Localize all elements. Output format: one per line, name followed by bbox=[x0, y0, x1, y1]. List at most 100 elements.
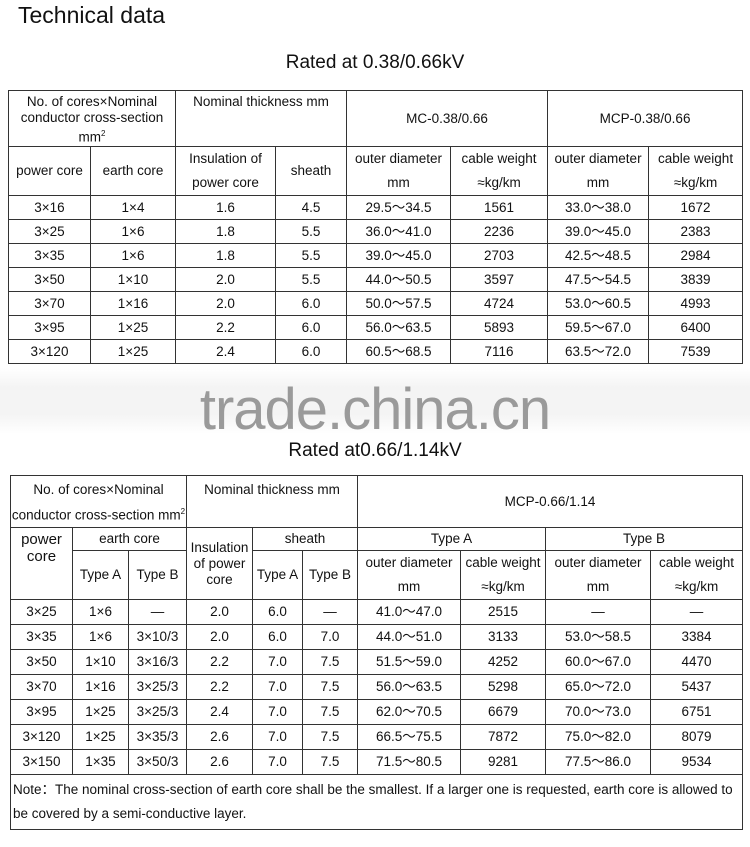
table-cell: 2.0 bbox=[186, 624, 253, 650]
table-cell: 3×50 bbox=[8, 266, 91, 292]
table-cell: 2703 bbox=[450, 242, 549, 268]
table-cell: 60.5～68.5 bbox=[346, 338, 452, 364]
subheader-cell: Type B bbox=[128, 550, 187, 600]
table-cell: — bbox=[301, 599, 359, 625]
header-sheath: sheath bbox=[251, 527, 359, 551]
table-cell: 3×150 bbox=[10, 749, 73, 775]
table-cell: 4470 bbox=[650, 649, 744, 675]
table-row: 3×35 1×6 3×10/3 2.0 6.0 7.0 44.0～51.0 3133 53.0～… bbox=[10, 624, 744, 650]
table-cell: 44.0～50.5 bbox=[346, 266, 452, 292]
table-cell: 56.0～63.5 bbox=[357, 674, 462, 700]
table-cell: 39.0～45.0 bbox=[346, 242, 452, 268]
table-cell: 1.8 bbox=[175, 242, 277, 268]
subheader-cell: cable weight ≈kg/km bbox=[460, 550, 547, 600]
table-cell: 1672 bbox=[648, 194, 744, 220]
subheader-cell: outer diameter mm bbox=[547, 145, 650, 196]
table-row: 3×50 1×10 3×16/3 2.2 7.0 7.5 51.5～59.0 4252 60.0… bbox=[10, 649, 744, 675]
table-cell: 6679 bbox=[460, 699, 547, 725]
table-cell: 3×95 bbox=[10, 699, 73, 725]
header-cores: No. of cores×Nominal conductor cross-sec… bbox=[10, 475, 187, 528]
table-cell: 2.4 bbox=[186, 699, 253, 725]
page-title: Technical data bbox=[18, 2, 166, 28]
subheader-cell: Insulation of power core bbox=[175, 145, 277, 196]
table-cell: 53.0～58.5 bbox=[545, 624, 652, 650]
table-cell: 1×35 bbox=[72, 749, 129, 775]
table-cell: 3×50 bbox=[10, 649, 73, 675]
table-cell: 39.0～45.0 bbox=[547, 218, 650, 244]
table-cell: 2.0 bbox=[175, 266, 277, 292]
table-cell: 5298 bbox=[460, 674, 547, 700]
header-cores: No. of cores×Nominal conductor cross-sec… bbox=[7, 90, 177, 147]
table-cell: 3384 bbox=[650, 624, 744, 650]
table-cell: 7.5 bbox=[301, 699, 359, 725]
technical-table-0.38-0.66kv: No. of cores×Nominal conductor cross-sec… bbox=[7, 90, 744, 364]
table-cell: 2383 bbox=[648, 218, 744, 244]
table-cell: 1×6 bbox=[72, 599, 129, 625]
table-cell: 2.0 bbox=[175, 290, 277, 316]
subheader-cell: Type A bbox=[72, 550, 129, 600]
header-mcp: MCP-0.66/1.14 bbox=[357, 475, 744, 528]
table-cell: 2.2 bbox=[186, 649, 253, 675]
table-cell: — bbox=[545, 599, 652, 625]
table-cell: 3133 bbox=[460, 624, 547, 650]
table-row: 3×95 1×25 2.2 6.0 56.0～63.5 5893 59.5～67.0 6400 bbox=[8, 314, 744, 340]
table-row: 3×150 1×35 3×50/3 2.6 7.0 7.5 71.5～80.5 9281 77.… bbox=[10, 749, 744, 775]
table-cell: 5.5 bbox=[275, 242, 348, 268]
table-cell: 3×120 bbox=[10, 724, 73, 750]
table-cell: 2236 bbox=[450, 218, 549, 244]
header-nominal-thickness: Nominal thickness mm bbox=[185, 475, 359, 528]
table-cell: 1×25 bbox=[72, 724, 129, 750]
table-cell: 7.5 bbox=[301, 749, 359, 775]
subheader-cell: outer diameter mm bbox=[346, 145, 452, 196]
table-row: 3×16 1×4 1.6 4.5 29.5～34.5 1561 33.0～38.0 1672 bbox=[8, 194, 744, 220]
table-cell: 50.0～57.5 bbox=[346, 290, 452, 316]
table-cell: 29.5～34.5 bbox=[346, 194, 452, 220]
table-cell: 7.0 bbox=[252, 674, 303, 700]
table-row: 3×35 1×6 1.8 5.5 39.0～45.0 2703 42.5～48.5 2984 bbox=[8, 242, 744, 268]
table-cell: 1×16 bbox=[72, 674, 129, 700]
table-cell: 7539 bbox=[648, 338, 744, 364]
subheader-cell: Type B bbox=[301, 550, 359, 600]
table-cell: 3×50/3 bbox=[128, 749, 187, 775]
table-cell: 1.8 bbox=[175, 218, 277, 244]
table-cell: 3×25/3 bbox=[128, 699, 187, 725]
table-cell: 4724 bbox=[450, 290, 549, 316]
header-type-a: Type A bbox=[357, 527, 547, 551]
table-cell: 66.5～75.5 bbox=[357, 724, 462, 750]
table-cell: 4993 bbox=[648, 290, 744, 316]
table-cell: 6.0 bbox=[252, 624, 303, 650]
table-cell: 6.0 bbox=[252, 599, 303, 625]
table-row: 3×95 1×25 3×25/3 2.4 7.0 7.5 62.0～70.5 6679 70.0… bbox=[10, 699, 744, 725]
subheader-cell: power core bbox=[8, 145, 91, 196]
subheader-cell: cable weight ≈kg/km bbox=[450, 145, 549, 196]
table-cell: 63.5～72.0 bbox=[547, 338, 650, 364]
table-row: 3×25 1×6—2.0 6.0—41.0～47.0 2515— — bbox=[10, 599, 744, 625]
table-cell: 1×6 bbox=[72, 624, 129, 650]
table-cell: 36.0～41.0 bbox=[346, 218, 452, 244]
table-cell: 3839 bbox=[648, 266, 744, 292]
table-cell: — bbox=[650, 599, 744, 625]
table-cell: 1×25 bbox=[72, 699, 129, 725]
table-cell: 59.5～67.0 bbox=[547, 314, 650, 340]
table-cell: 7872 bbox=[460, 724, 547, 750]
table-cell: — bbox=[128, 599, 187, 625]
table-row: 3×120 1×25 3×35/3 2.6 7.0 7.5 66.5～75.5 7872 75.… bbox=[10, 724, 744, 750]
table-cell: 51.5～59.0 bbox=[357, 649, 462, 675]
table-cell: 3×95 bbox=[8, 314, 91, 340]
table-cell: 1×25 bbox=[89, 314, 177, 340]
table-row: 3×25 1×6 1.8 5.5 36.0～41.0 2236 39.0～45.0 2383 bbox=[8, 218, 744, 244]
table-cell: 3×120 bbox=[8, 338, 91, 364]
table-cell: 3×25 bbox=[10, 599, 73, 625]
table-cell: 33.0～38.0 bbox=[547, 194, 650, 220]
table-cell: 5893 bbox=[450, 314, 549, 340]
table-cell: 2515 bbox=[460, 599, 547, 625]
table-cell: 2984 bbox=[648, 242, 744, 268]
header-nominal-thickness: Nominal thickness mm bbox=[175, 90, 348, 147]
table-cell: 41.0～47.0 bbox=[357, 599, 462, 625]
table-cell: 1×16 bbox=[89, 290, 177, 316]
table-cell: 6.0 bbox=[275, 290, 348, 316]
table-cell: 42.5～48.5 bbox=[547, 242, 650, 268]
table-cell: 7.5 bbox=[301, 649, 359, 675]
table-cell: 44.0～51.0 bbox=[357, 624, 462, 650]
rating-heading-2: Rated at0.66/1.14kV bbox=[288, 440, 462, 461]
